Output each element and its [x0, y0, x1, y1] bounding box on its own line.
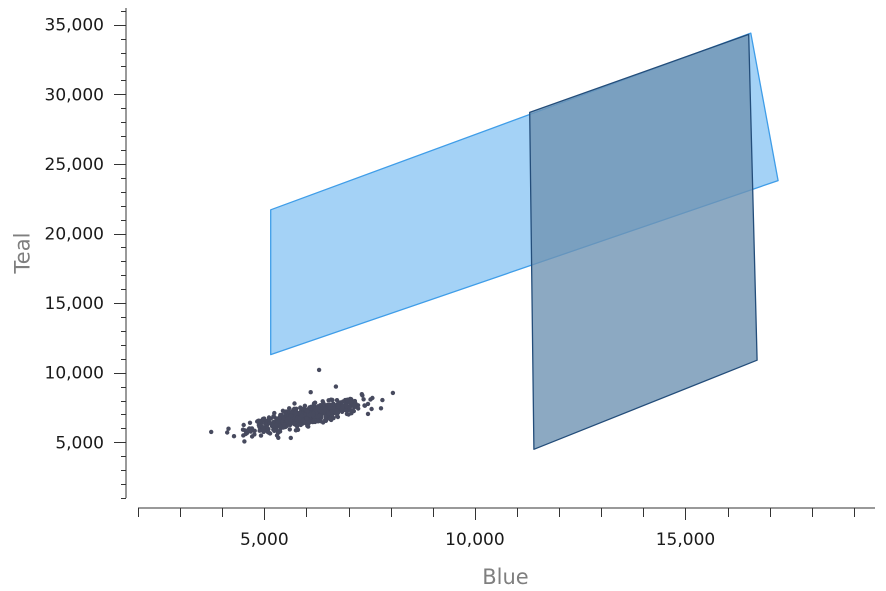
data-point: [304, 408, 310, 414]
data-point: [304, 416, 309, 421]
data-point: [209, 429, 214, 435]
y-tick-label: 25,000: [45, 155, 104, 175]
data-point: [362, 403, 368, 408]
data-point: [302, 420, 307, 425]
data-point: [241, 422, 246, 428]
y-tick-label: 20,000: [45, 225, 104, 245]
data-point: [261, 418, 266, 423]
data-point: [299, 413, 305, 418]
data-point: [390, 390, 396, 396]
data-point: [340, 399, 346, 404]
data-point: [306, 424, 311, 429]
y-tick-label: 30,000: [45, 85, 104, 105]
data-point: [257, 428, 262, 433]
data-point: [225, 430, 230, 435]
data-point: [328, 405, 334, 410]
data-point: [368, 397, 373, 402]
data-point: [249, 434, 255, 439]
data-point: [320, 420, 326, 425]
data-point: [247, 428, 252, 433]
data-point: [226, 426, 231, 431]
data-point: [240, 427, 246, 432]
data-point: [348, 397, 353, 402]
data-point: [307, 419, 313, 424]
polygon-dark: [529, 33, 758, 450]
data-point: [365, 411, 371, 417]
x-tick-label: 10,000: [445, 530, 504, 550]
data-point: [288, 435, 293, 441]
data-point: [334, 408, 339, 413]
data-point: [326, 411, 331, 416]
data-point: [272, 410, 277, 416]
y-tick-label: 35,000: [45, 16, 104, 36]
data-point: [312, 400, 318, 405]
data-point: [347, 405, 352, 410]
data-point: [252, 428, 257, 433]
y-axis-title: Teal: [10, 233, 34, 275]
data-point: [331, 415, 336, 421]
data-point: [293, 410, 298, 415]
data-point: [309, 405, 314, 410]
data-point: [247, 420, 253, 425]
data-point: [339, 406, 344, 412]
plot-area: [270, 32, 779, 450]
data-point: [334, 398, 340, 403]
data-point: [292, 401, 297, 406]
data-point: [307, 412, 313, 418]
data-point: [281, 422, 287, 427]
data-point: [344, 408, 349, 413]
y-tick-label: 5,000: [55, 433, 104, 453]
data-point: [344, 403, 349, 408]
data-point: [297, 422, 302, 427]
data-point: [359, 392, 364, 397]
data-point: [378, 406, 384, 411]
data-point: [380, 397, 385, 403]
data-point: [315, 419, 321, 424]
data-point: [317, 413, 323, 418]
data-point: [231, 434, 237, 439]
data-point: [288, 413, 294, 418]
data-point: [267, 416, 272, 422]
data-point: [335, 413, 340, 419]
data-point: [369, 406, 374, 412]
data-point: [274, 422, 279, 427]
data-point: [346, 412, 351, 417]
x-tick-label: 15,000: [656, 530, 715, 550]
data-point: [351, 403, 356, 408]
data-point: [333, 384, 339, 389]
data-point: [330, 397, 335, 403]
data-point: [361, 397, 366, 402]
data-point: [327, 416, 333, 422]
data-point: [276, 416, 282, 422]
data-point: [261, 427, 266, 433]
data-point: [356, 406, 361, 411]
data-point: [320, 399, 325, 404]
data-point: [313, 407, 319, 413]
data-point: [267, 420, 273, 425]
data-point: [272, 428, 277, 433]
data-point: [241, 433, 246, 438]
data-point: [258, 433, 264, 438]
x-tick-label: 5,000: [240, 530, 289, 550]
data-point: [242, 439, 247, 444]
data-point: [256, 422, 262, 427]
data-point: [323, 417, 329, 422]
data-point: [325, 402, 330, 407]
y-tick-label: 15,000: [45, 294, 104, 314]
data-point: [265, 429, 270, 435]
data-point: [308, 390, 313, 395]
data-point: [285, 416, 291, 421]
data-point: [287, 427, 292, 432]
data-point: [278, 424, 283, 430]
x-axis-title: Blue: [482, 565, 528, 589]
data-point: [318, 409, 324, 414]
y-tick-label: 10,000: [45, 364, 104, 384]
data-point: [293, 428, 299, 433]
axes: [114, 8, 875, 520]
data-point: [316, 367, 322, 373]
data-point: [274, 433, 280, 438]
data-point: [280, 408, 286, 413]
scatter-points: [209, 367, 396, 444]
